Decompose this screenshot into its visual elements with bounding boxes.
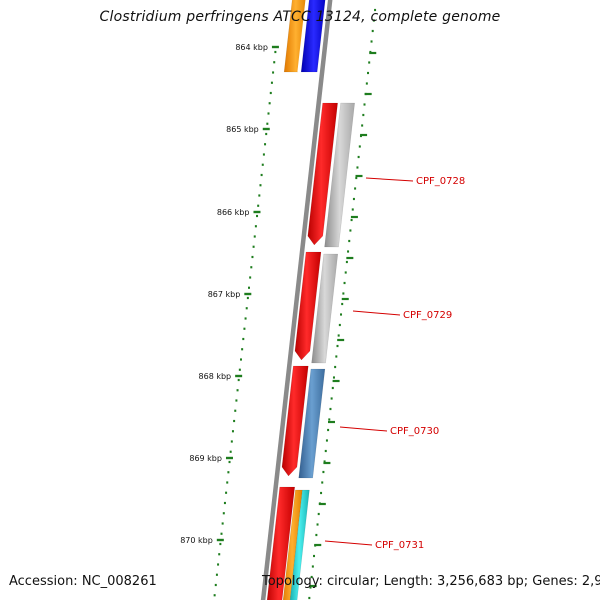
kbp-tick-label: 864 kbp — [235, 43, 268, 52]
genome-summary-text: Topology: circular; Length: 3,256,683 bp… — [262, 574, 600, 589]
gene-label-cpf0730[interactable]: CPF_0730 — [390, 426, 439, 437]
annotation-bar[interactable] — [324, 102, 355, 248]
annotation-bar[interactable] — [311, 253, 339, 364]
gene-label-leader — [324, 540, 373, 546]
annotation-bar[interactable] — [282, 489, 303, 600]
cds-arrow[interactable] — [307, 102, 338, 246]
gene-label-cpf0729[interactable]: CPF_0729 — [403, 310, 452, 321]
kbp-tick-label: 870 kbp — [180, 536, 213, 545]
cds-arrow[interactable] — [294, 251, 322, 361]
kbp-tick-label: 868 kbp — [199, 372, 232, 381]
map-title: Clostridium perfringens ATCC 13124, comp… — [99, 9, 501, 25]
genome-backbone — [260, 0, 333, 600]
backbone-line — [260, 0, 333, 600]
gene-labels: 864 kbp 865 kbp 866 kbp 867 kbp 868 kbp 869 k… — [180, 43, 465, 551]
feature-separator — [297, 0, 307, 73]
gene-features — [266, 0, 355, 600]
tick-marks — [213, 8, 377, 600]
kbp-tick-label: 866 kbp — [217, 208, 250, 217]
cds-arrow[interactable] — [266, 486, 296, 600]
gene-label-leader — [352, 310, 401, 316]
annotation-bar[interactable] — [300, 0, 326, 73]
gene-label-leader — [365, 177, 414, 182]
annotation-bar[interactable] — [283, 0, 307, 73]
kbp-tick-label: 867 kbp — [208, 290, 241, 299]
gene-label-cpf0731[interactable]: CPF_0731 — [375, 540, 424, 551]
annotation-bar[interactable] — [289, 489, 310, 600]
kbp-tick-label: 865 kbp — [226, 125, 259, 134]
gene-label-cpf0728[interactable]: CPF_0728 — [416, 176, 465, 187]
annotation-bar[interactable] — [298, 368, 326, 479]
cds-arrow[interactable] — [281, 365, 309, 477]
gene-label-leader — [339, 426, 388, 432]
accession-text: Accession: NC_008261 — [9, 574, 157, 589]
kbp-tick-label: 869 kbp — [189, 454, 222, 463]
